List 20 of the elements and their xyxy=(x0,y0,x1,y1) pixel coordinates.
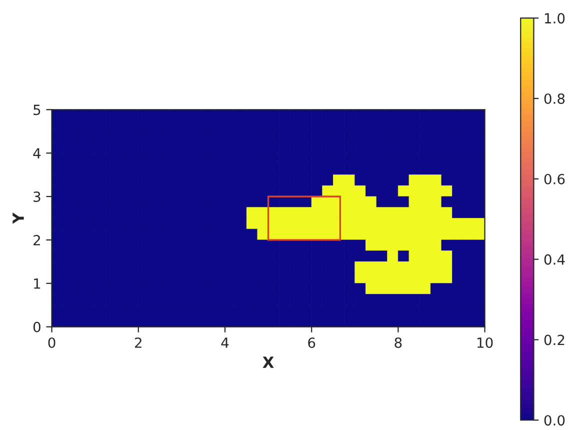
color-bar-label: 1.0 xyxy=(544,13,565,24)
x-axis-title: X xyxy=(262,356,274,368)
y-tick-label: 4 xyxy=(33,148,41,158)
y-tick-label: 5 xyxy=(34,104,40,116)
x-tick-label: 2 xyxy=(134,337,142,348)
x-tick-label: 6 xyxy=(308,337,316,348)
x-tick-label: 4 xyxy=(221,338,229,348)
color-bar-label: 0.8 xyxy=(544,93,565,104)
y-tick-label: 0 xyxy=(33,322,40,332)
x-tick-label: 10 xyxy=(477,337,493,348)
y-tick-label: 3 xyxy=(34,191,40,202)
y-tick-label: 2 xyxy=(34,234,40,246)
color-bar-label: 0.2 xyxy=(544,334,564,346)
y-axis-title: Y xyxy=(12,212,24,224)
y-tick-label: 1 xyxy=(34,278,40,289)
x-tick-label: 8 xyxy=(394,337,402,348)
color-bar-label: 0.6 xyxy=(544,174,565,184)
color-bar-label: 0.0 xyxy=(544,415,565,426)
x-tick-label: 0 xyxy=(48,337,56,348)
color-bar-label: 0.4 xyxy=(544,254,565,265)
